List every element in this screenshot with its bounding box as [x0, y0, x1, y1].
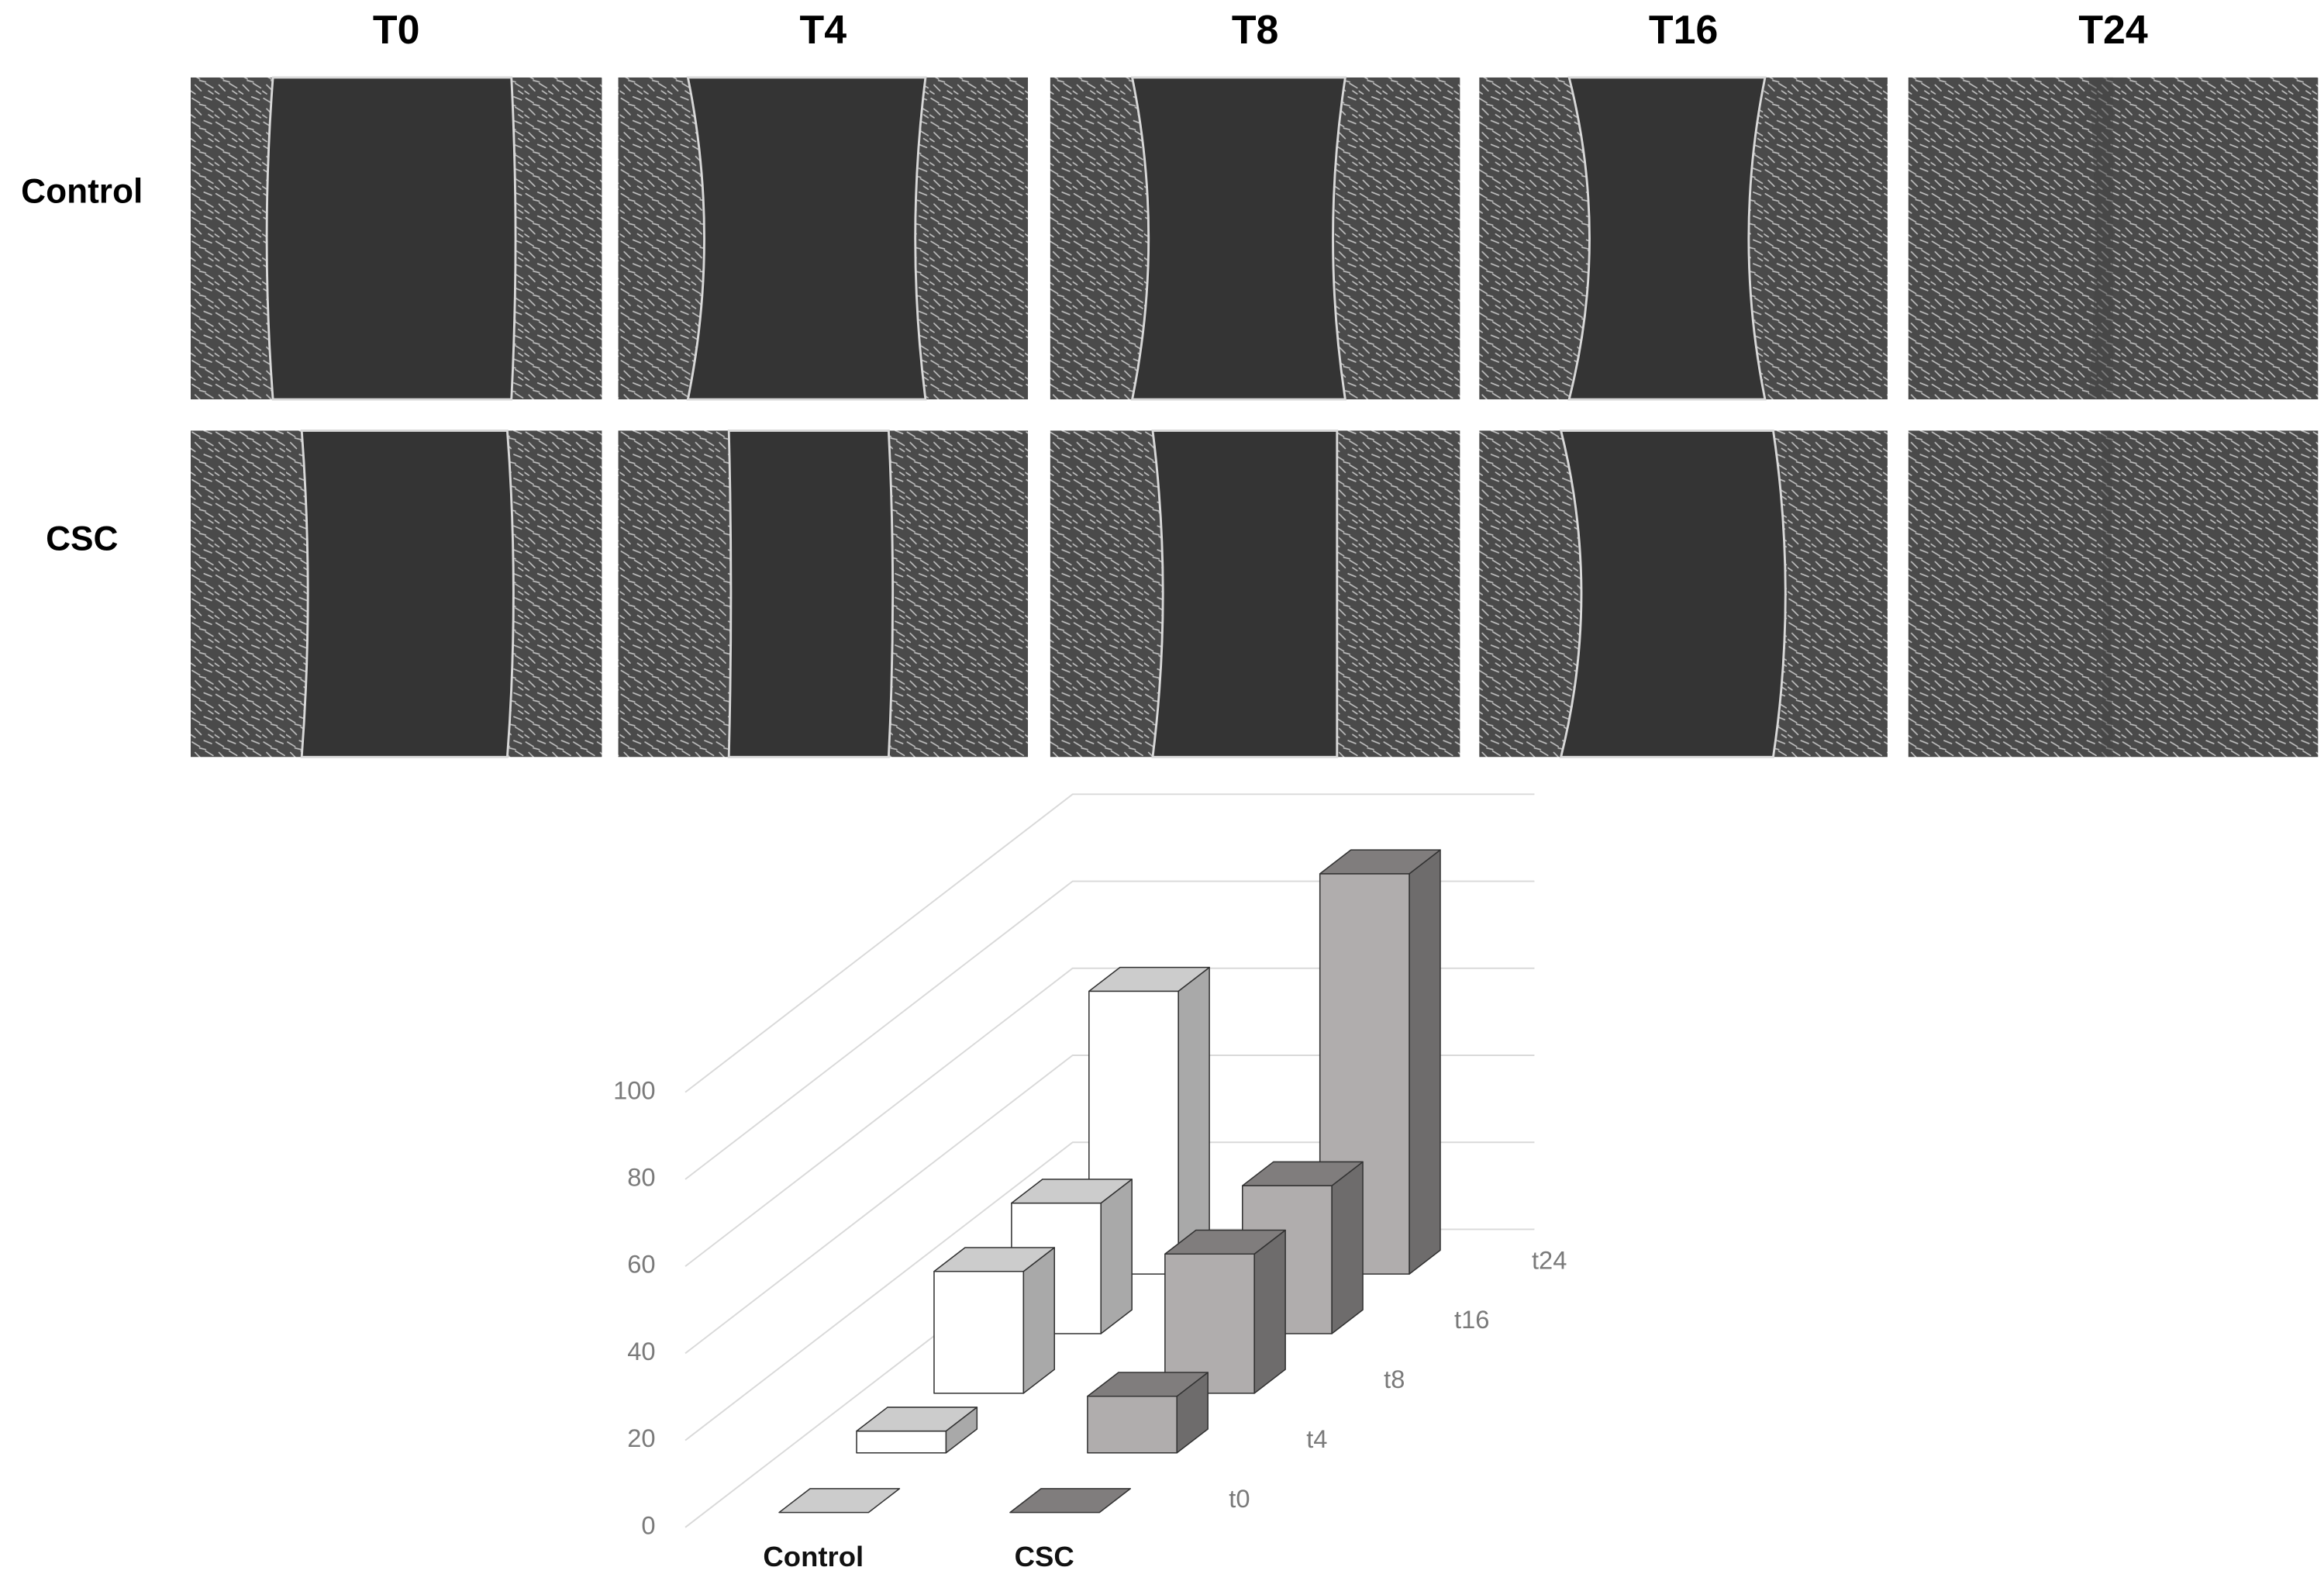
bar-side [1253, 1229, 1286, 1394]
grid-line [684, 793, 1535, 1093]
depth-label: t0 [1229, 1484, 1250, 1513]
bar-side [1178, 966, 1210, 1275]
bar-top [1242, 1161, 1364, 1186]
scratch-gap [265, 76, 517, 401]
micrograph [1908, 430, 2319, 758]
column-label: T0 [373, 7, 420, 52]
scratch-gap [2101, 430, 2114, 758]
column-label: T4 [800, 7, 847, 52]
bar [856, 1430, 947, 1454]
micrographs [191, 76, 2319, 758]
scratch-gap [727, 429, 895, 758]
scratch-gap [300, 429, 515, 758]
labels: T0 T4 T8 T16 T24 Control CSC 0 20 40 60 80 100 Contro… [21, 7, 2148, 1572]
row-label: Control [21, 173, 143, 211]
bar-side [1100, 1179, 1133, 1334]
bar-top [1164, 1229, 1286, 1255]
column-label: T8 [1232, 7, 1279, 52]
bar-top [933, 1247, 1056, 1272]
scratch-gap [1559, 429, 1787, 758]
scratch-gap [686, 76, 927, 401]
scratch-gap [1567, 76, 1767, 401]
bar-side [1331, 1161, 1364, 1334]
depth-label: t16 [1454, 1305, 1489, 1334]
y-tick-label: 80 [627, 1163, 655, 1192]
bar [1319, 873, 1410, 1275]
bar-top [1319, 849, 1441, 875]
bar-top [1011, 1179, 1133, 1204]
bar-top [778, 1488, 901, 1514]
bar [1164, 1253, 1255, 1394]
x-tick-label: CSC [1015, 1541, 1074, 1572]
scratch-gap [1151, 429, 1339, 758]
bar-top [1087, 1372, 1209, 1397]
column-label: T24 [2078, 7, 2148, 52]
x-tick-label: Control [763, 1541, 864, 1572]
bar-top [856, 1407, 978, 1432]
bar-side [1022, 1247, 1056, 1394]
y-tick-label: 0 [641, 1510, 655, 1539]
y-tick-label: 40 [627, 1337, 655, 1365]
bar-top [1009, 1488, 1132, 1514]
y-tick-label: 100 [613, 1075, 656, 1104]
bar [1087, 1396, 1178, 1454]
depth-label: t8 [1384, 1365, 1405, 1393]
bars [778, 849, 1441, 1514]
bar [933, 1270, 1025, 1394]
bar-side [1409, 849, 1441, 1275]
scratch-gap [1130, 76, 1347, 401]
row-label: CSC [46, 520, 118, 557]
y-tick-label: 60 [627, 1250, 655, 1279]
scratch-gap [2088, 77, 2114, 400]
column-label: T16 [1649, 7, 1718, 52]
bar-top [1088, 966, 1210, 992]
depth-label: t24 [1532, 1245, 1567, 1274]
y-tick-label: 20 [627, 1424, 655, 1452]
depth-label: t4 [1306, 1424, 1327, 1453]
